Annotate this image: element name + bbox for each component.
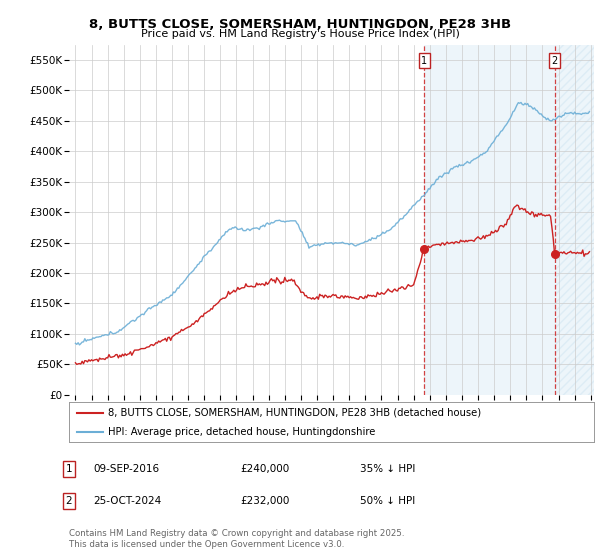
Text: 1: 1 [65, 464, 73, 474]
Text: 8, BUTTS CLOSE, SOMERSHAM, HUNTINGDON, PE28 3HB (detached house): 8, BUTTS CLOSE, SOMERSHAM, HUNTINGDON, P… [109, 408, 482, 418]
Text: 1: 1 [421, 55, 427, 66]
Text: £240,000: £240,000 [240, 464, 289, 474]
Text: Price paid vs. HM Land Registry's House Price Index (HPI): Price paid vs. HM Land Registry's House … [140, 29, 460, 39]
Text: Contains HM Land Registry data © Crown copyright and database right 2025.
This d: Contains HM Land Registry data © Crown c… [69, 529, 404, 549]
Text: 2: 2 [551, 55, 557, 66]
Text: 25-OCT-2024: 25-OCT-2024 [93, 496, 161, 506]
Text: 2: 2 [65, 496, 73, 506]
Bar [554, 45, 594, 395]
Text: 8, BUTTS CLOSE, SOMERSHAM, HUNTINGDON, PE28 3HB: 8, BUTTS CLOSE, SOMERSHAM, HUNTINGDON, P… [89, 18, 511, 31]
Text: 09-SEP-2016: 09-SEP-2016 [93, 464, 159, 474]
Text: 50% ↓ HPI: 50% ↓ HPI [360, 496, 415, 506]
Bar [424, 45, 554, 395]
Text: HPI: Average price, detached house, Huntingdonshire: HPI: Average price, detached house, Hunt… [109, 427, 376, 436]
Text: 35% ↓ HPI: 35% ↓ HPI [360, 464, 415, 474]
Text: £232,000: £232,000 [240, 496, 289, 506]
